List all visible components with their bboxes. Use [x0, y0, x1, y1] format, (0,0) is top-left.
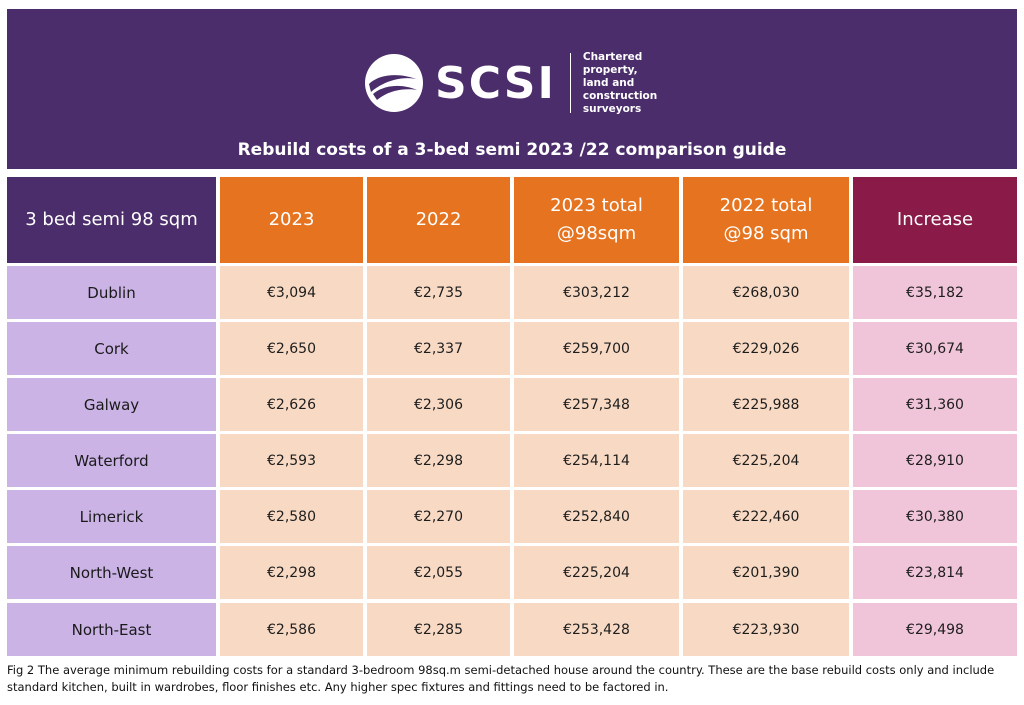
- increase-cell: €35,182: [853, 266, 1017, 319]
- total-2023-cell: €259,700: [514, 322, 679, 375]
- total-2023-cell: €252,840: [514, 490, 679, 543]
- total-2023-cell: €254,114: [514, 434, 679, 487]
- cost-2023-cell: €2,626: [220, 378, 363, 431]
- logo-divider: [569, 53, 571, 113]
- tagline-line: land and construction: [582, 76, 658, 102]
- cost-2023-cell: €3,094: [220, 266, 363, 319]
- cost-2023-cell: €2,580: [220, 490, 363, 543]
- brand-tagline: Chartered property, land and constructio…: [583, 51, 693, 116]
- total-2022-cell: €229,026: [683, 322, 849, 375]
- header-2023: 2023: [220, 177, 363, 263]
- total-2023-cell: €303,212: [514, 266, 679, 319]
- header-2023-total: 2023 total @98sqm: [514, 177, 679, 263]
- page-title: Rebuild costs of a 3-bed semi 2023 /22 c…: [237, 140, 787, 160]
- increase-cell: €30,674: [853, 322, 1017, 375]
- total-2023-cell: €253,428: [514, 603, 679, 656]
- total-2022-cell: €268,030: [683, 266, 849, 319]
- increase-cell: €29,498: [853, 603, 1017, 656]
- brand-name: SCSI: [435, 57, 556, 109]
- region-cell: Waterford: [7, 434, 216, 487]
- total-2023-cell: €257,348: [514, 378, 679, 431]
- region-cell: Dublin: [7, 266, 216, 319]
- cost-2022-cell: €2,298: [367, 434, 510, 487]
- total-2022-cell: €225,988: [683, 378, 849, 431]
- total-2022-cell: €222,460: [683, 490, 849, 543]
- cost-2023-cell: €2,650: [220, 322, 363, 375]
- header-banner: SCSI Chartered property, land and constr…: [7, 9, 1017, 169]
- total-2022-cell: €201,390: [683, 546, 849, 599]
- region-cell: Galway: [7, 378, 216, 431]
- region-cell: North-East: [7, 603, 216, 656]
- total-2022-cell: €223,930: [683, 603, 849, 656]
- cost-2023-cell: €2,586: [220, 603, 363, 656]
- region-cell: Cork: [7, 322, 216, 375]
- cost-2022-cell: €2,306: [367, 378, 510, 431]
- cost-2023-cell: €2,593: [220, 434, 363, 487]
- cost-2022-cell: €2,285: [367, 603, 510, 656]
- tagline-line: surveyors: [582, 102, 642, 115]
- cost-2022-cell: €2,055: [367, 546, 510, 599]
- total-2023-cell: €225,204: [514, 546, 679, 599]
- header-region: 3 bed semi 98 sqm: [7, 177, 216, 263]
- figure-caption: Fig 2 The average minimum rebuilding cos…: [7, 663, 995, 694]
- increase-cell: €31,360: [853, 378, 1017, 431]
- header-increase: Increase: [853, 177, 1017, 263]
- cost-2022-cell: €2,270: [367, 490, 510, 543]
- scsi-logo: SCSI Chartered property, land and constr…: [365, 51, 693, 115]
- cost-2023-cell: €2,298: [220, 546, 363, 599]
- increase-cell: €23,814: [853, 546, 1017, 599]
- increase-cell: €28,910: [853, 434, 1017, 487]
- total-2022-cell: €225,204: [683, 434, 849, 487]
- cost-2022-cell: €2,337: [367, 322, 510, 375]
- header-2022-total: 2022 total @98 sqm: [683, 177, 849, 263]
- region-cell: Limerick: [7, 490, 216, 543]
- scsi-logo-icon: [365, 54, 423, 112]
- cost-2022-cell: €2,735: [367, 266, 510, 319]
- increase-cell: €30,380: [853, 490, 1017, 543]
- tagline-line: Chartered property,: [582, 50, 643, 76]
- header-2022: 2022: [367, 177, 510, 263]
- region-cell: North-West: [7, 546, 216, 599]
